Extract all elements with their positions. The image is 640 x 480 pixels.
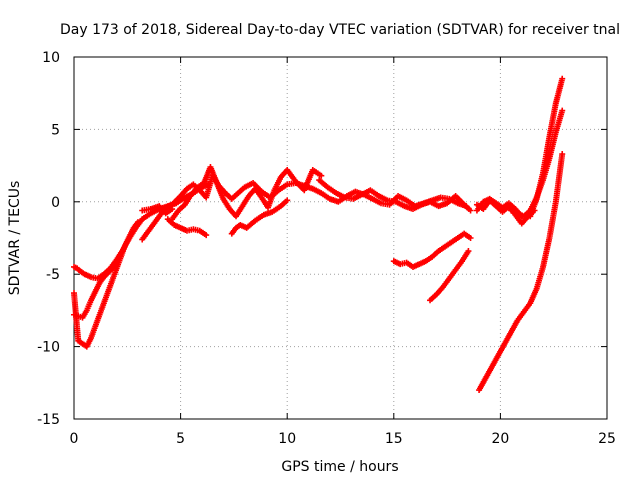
y-tick-label: 0 bbox=[51, 195, 60, 211]
data-marks bbox=[71, 75, 566, 394]
x-axis-label: GPS time / hours bbox=[281, 459, 398, 475]
series-arc-13 bbox=[427, 248, 472, 304]
y-tick-label: 10 bbox=[42, 50, 60, 66]
data-point bbox=[465, 248, 472, 255]
series-arc-7 bbox=[228, 197, 291, 237]
chart-title: Day 173 of 2018, Sidereal Day-to-day VTE… bbox=[60, 22, 620, 38]
y-tick-label: -15 bbox=[37, 412, 60, 428]
axis-ticks: 0 5 10 15 20 25 -15 -10 -5 0 5 10 bbox=[37, 50, 616, 447]
y-axis-label: SDTVAR / TECUs bbox=[7, 181, 23, 296]
data-point bbox=[559, 107, 566, 114]
x-tick-label: 15 bbox=[385, 431, 403, 447]
data-point bbox=[467, 235, 474, 241]
data-point bbox=[284, 197, 291, 204]
y-tick-label: -10 bbox=[37, 340, 60, 356]
x-tick-label: 25 bbox=[598, 431, 616, 447]
series-arc-6 bbox=[164, 216, 210, 239]
series-arc-14 bbox=[476, 151, 566, 394]
series-arc-11 bbox=[473, 195, 525, 220]
x-tick-label: 0 bbox=[70, 431, 79, 447]
series-arc-9 bbox=[316, 177, 474, 214]
y-tick-label: -5 bbox=[46, 267, 60, 283]
data-point bbox=[467, 207, 474, 214]
series-arc-16 bbox=[527, 75, 566, 220]
grid-lines bbox=[74, 57, 607, 419]
plot-frame bbox=[73, 56, 608, 420]
series-arc-3 bbox=[71, 219, 141, 350]
data-point bbox=[134, 219, 141, 226]
x-tick-label: 20 bbox=[491, 431, 509, 447]
x-tick-label: 5 bbox=[176, 431, 185, 447]
y-tick-label: 5 bbox=[51, 122, 60, 138]
data-point bbox=[318, 172, 325, 179]
data-point bbox=[169, 206, 176, 213]
series-arc-8 bbox=[139, 203, 176, 217]
series-arc-5 bbox=[169, 164, 325, 223]
data-point bbox=[559, 151, 566, 158]
series-arc-12 bbox=[390, 230, 474, 270]
series-arc-2 bbox=[71, 261, 120, 321]
data-point bbox=[559, 75, 566, 82]
data-point bbox=[203, 232, 210, 239]
x-tick-label: 10 bbox=[278, 431, 296, 447]
